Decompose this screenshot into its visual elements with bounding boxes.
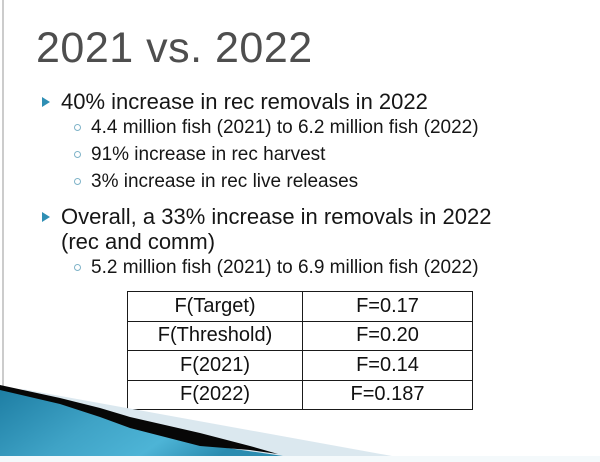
sub-bullet-1b-text: 91% increase in rec harvest: [91, 144, 326, 165]
table-row: F(2022) F=0.187: [127, 379, 473, 410]
bottom-strip: [0, 456, 600, 462]
bullet-item-1: 40% increase in rec removals in 2022: [38, 89, 568, 114]
sub-bullet-2a-text: 5.2 million fish (2021) to 6.9 million f…: [91, 257, 479, 278]
table-cell-label: F(Target): [127, 291, 303, 322]
table-cell-label: F(2021): [127, 350, 303, 381]
sub-bullet-1b: 91% increase in rec harvest: [74, 141, 568, 168]
table-cell-value: F=0.14: [302, 350, 473, 381]
sub-bullet-2a: 5.2 million fish (2021) to 6.9 million f…: [74, 254, 568, 281]
bullet-item-1-text: 40% increase in rec removals in 2022: [61, 89, 428, 114]
slide-left-edge-line: [2, 0, 4, 462]
bullet-item-2: Overall, a 33% increase in removals in 2…: [38, 204, 568, 254]
sub-bullet-1c-text: 3% increase in rec live releases: [91, 171, 359, 192]
table-cell-value: F=0.17: [302, 291, 473, 322]
triangle-bullet-icon: [42, 212, 50, 222]
bullet-item-2-text: Overall, a 33% increase in removals in 2…: [61, 204, 492, 254]
sub-bullet-1c: 3% increase in rec live releases: [74, 168, 568, 195]
table-cell-value: F=0.187: [302, 379, 473, 410]
bullet-list: 40% increase in rec removals in 2022 4.4…: [38, 89, 568, 281]
circle-bullet-icon: [74, 151, 81, 158]
f-values-table: F(Target) F=0.17 F(Threshold) F=0.20 F(2…: [127, 291, 473, 410]
circle-bullet-icon: [74, 264, 81, 271]
table-row: F(Target) F=0.17: [127, 291, 473, 322]
circle-bullet-icon: [74, 178, 81, 185]
table-row: F(Threshold) F=0.20: [127, 320, 473, 351]
table-row: F(2021) F=0.14: [127, 350, 473, 381]
sub-bullet-1a: 4.4 million fish (2021) to 6.2 million f…: [74, 114, 568, 141]
circle-bullet-icon: [74, 124, 81, 131]
triangle-bullet-icon: [42, 97, 50, 107]
slide-title: 2021 vs. 2022: [36, 24, 313, 72]
table-cell-value: F=0.20: [302, 320, 473, 351]
sub-bullet-1a-text: 4.4 million fish (2021) to 6.2 million f…: [91, 117, 479, 138]
table-cell-label: F(2022): [127, 379, 303, 410]
table-cell-label: F(Threshold): [127, 320, 303, 351]
